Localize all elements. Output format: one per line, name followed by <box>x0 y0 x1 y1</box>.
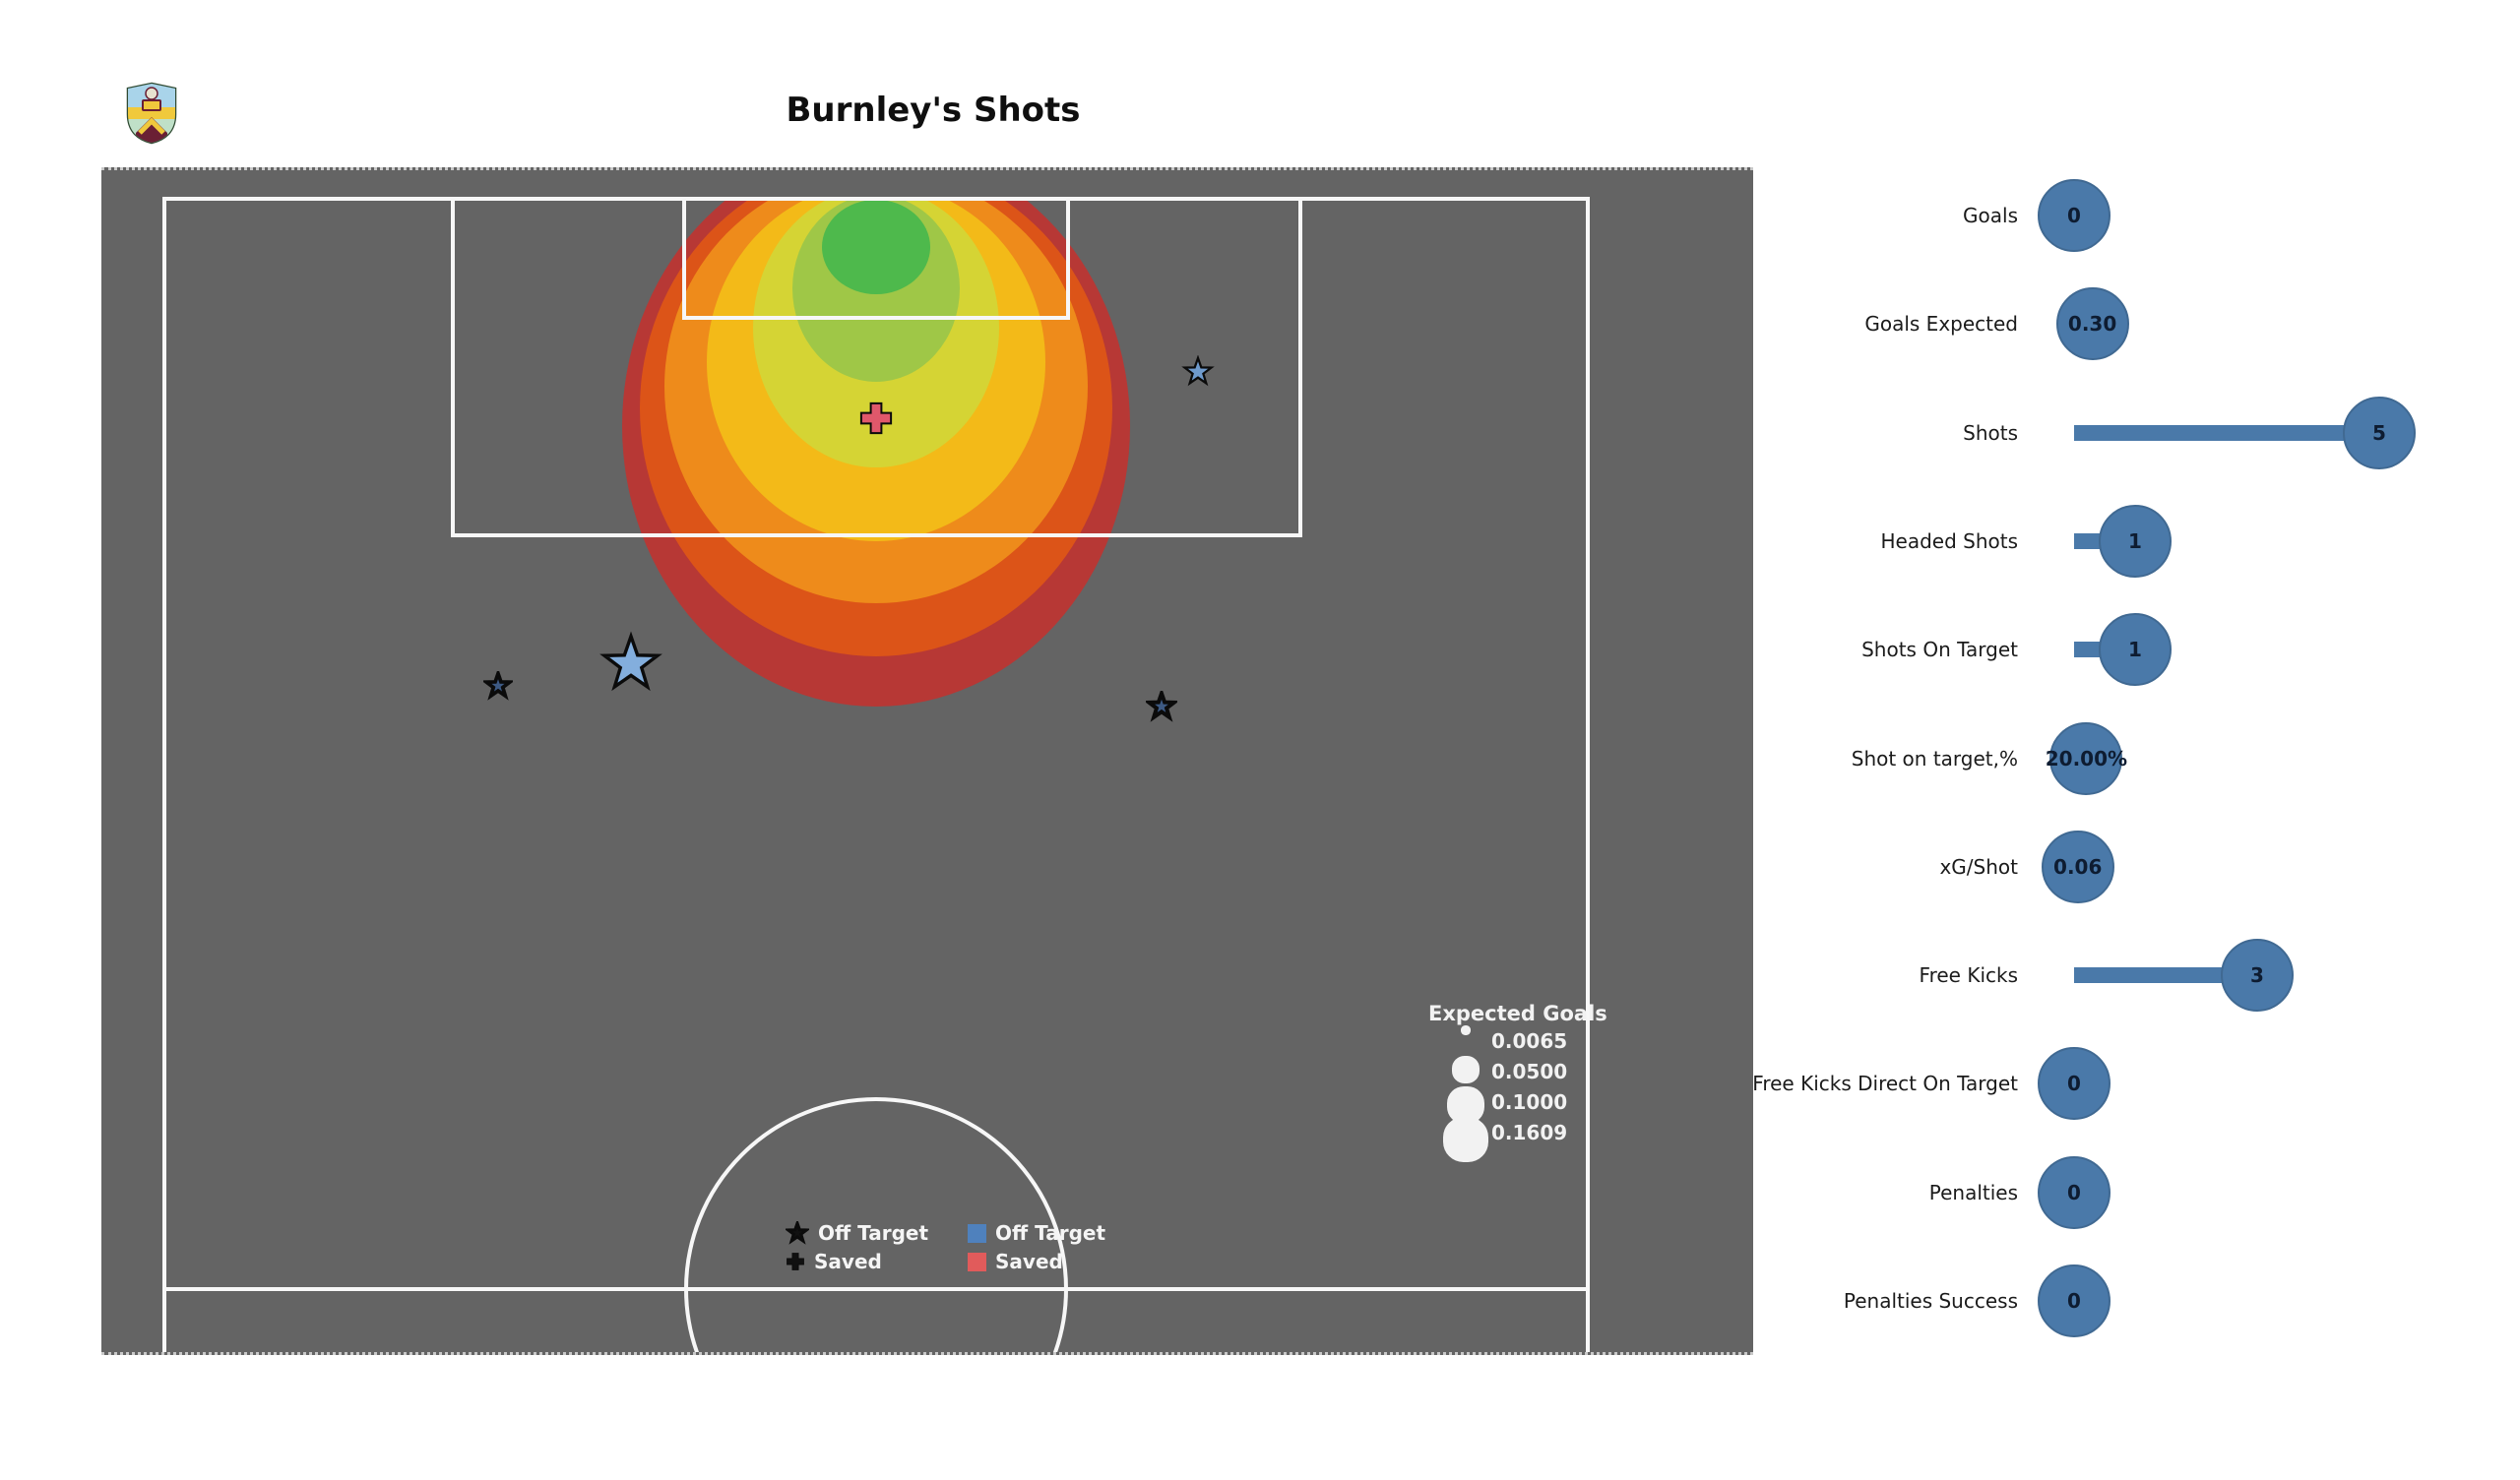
expected-goals-size-legend: Expected Goals 0.0065 0.0500 0.1000 0.1609 <box>1428 1002 1607 1162</box>
stat-label-headed-shots: Headed Shots <box>1880 529 2018 553</box>
size-legend-title: Expected Goals <box>1428 1002 1607 1025</box>
cross-icon <box>786 1252 805 1271</box>
legend-item-label: Off Target <box>818 1221 929 1245</box>
burnley-crest-logo <box>126 82 177 145</box>
color-swatch-icon <box>968 1223 986 1243</box>
legend-item-off-target: Off Target <box>786 1221 928 1245</box>
stat-label-free-kicks: Free Kicks <box>1919 963 2018 987</box>
size-legend-dot-icon <box>1443 1117 1488 1162</box>
size-legend-value: 0.0065 <box>1491 1029 1568 1053</box>
stat-value-free-kicks: 3 <box>2221 939 2294 1012</box>
stat-value-shots-on-target: 1 <box>2099 613 2172 686</box>
penalty-box-line <box>451 197 1302 537</box>
legend-item-label: Saved <box>814 1250 882 1273</box>
legend-item-label: Saved <box>995 1250 1063 1273</box>
stat-value-penalties: 0 <box>2038 1156 2110 1229</box>
stat-label-penalties-success: Penalties Success <box>1843 1289 2018 1313</box>
legend-item-saved: Saved <box>786 1250 882 1273</box>
stat-stem-free-kicks <box>2074 967 2257 983</box>
shot-marker-saved-cross-icon <box>858 401 894 440</box>
shot-marker-off-target-star-icon <box>480 667 516 705</box>
stat-value-headed-shots: 1 <box>2099 505 2172 578</box>
stat-value-goals-expected: 0.30 <box>2055 287 2129 360</box>
stat-stem-shots <box>2074 425 2379 441</box>
size-legend-value: 0.0500 <box>1491 1060 1568 1083</box>
legend-item-saved: Saved <box>968 1250 1063 1273</box>
stat-label-penalties: Penalties <box>1928 1181 2018 1204</box>
stat-value-shot-on-target: 20.00% <box>2046 722 2127 795</box>
legend-item-off-target: Off Target <box>968 1221 1105 1245</box>
pitch-boundary-line <box>162 197 1590 1352</box>
legend-item-label: Off Target <box>995 1221 1106 1245</box>
shot-marker-off-target-star-icon <box>598 631 664 702</box>
page-title: Burnley's Shots <box>786 91 1081 130</box>
size-legend-dot-icon <box>1452 1056 1480 1083</box>
stat-label-xg-shot: xG/Shot <box>1939 855 2018 879</box>
stat-value-shots: 5 <box>2343 397 2416 469</box>
stat-value-goals: 0 <box>2038 179 2110 252</box>
stat-label-shot-on-target: Shot on target,% <box>1851 747 2018 771</box>
stat-value-penalties-success: 0 <box>2038 1264 2110 1337</box>
stat-value-xg-shot: 0.06 <box>2041 831 2114 903</box>
stat-value-free-kicks-direct-on-target: 0 <box>2038 1047 2110 1120</box>
size-legend-value: 0.1609 <box>1491 1121 1568 1144</box>
stat-label-shots: Shots <box>1963 421 2018 445</box>
shot-marker-off-target-star-icon <box>1143 687 1180 726</box>
stat-label-free-kicks-direct-on-target: Free Kicks Direct On Target <box>1752 1072 2018 1095</box>
star-icon <box>786 1221 809 1245</box>
stat-label-goals-expected: Goals Expected <box>1864 312 2018 336</box>
stat-label-shots-on-target: Shots On Target <box>1861 638 2018 661</box>
six-yard-box-line <box>682 197 1070 320</box>
color-swatch-icon <box>968 1252 986 1271</box>
shot-marker-off-target-star-icon <box>1181 354 1215 393</box>
heatmap-level-7 <box>822 200 930 294</box>
size-legend-dot-icon <box>1461 1025 1471 1035</box>
shot-map-pitch: Expected Goals 0.0065 0.0500 0.1000 0.1609 … <box>101 167 1753 1355</box>
size-legend-value: 0.1000 <box>1491 1090 1568 1114</box>
stat-label-goals: Goals <box>1963 204 2018 227</box>
